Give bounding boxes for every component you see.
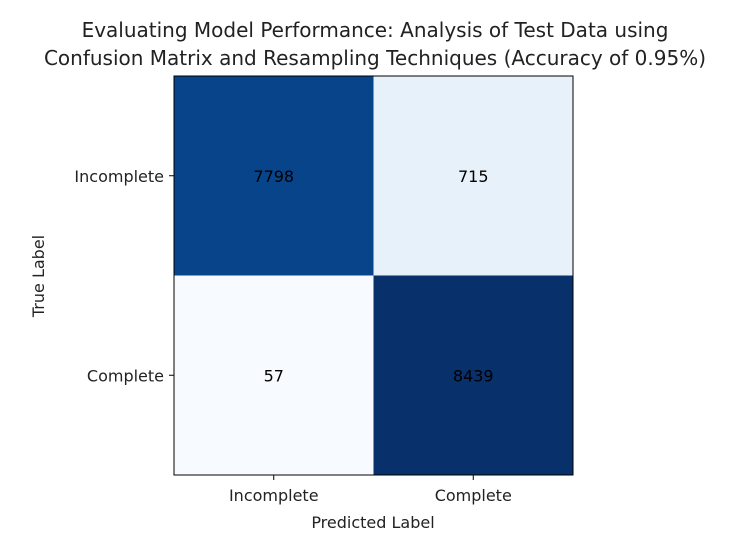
cell-value-label: 57 [264,366,284,385]
cell-value-label: 7798 [253,167,294,186]
plot-frame [173,75,574,476]
cell-value-label: 715 [458,167,489,186]
heatmap-cell [373,275,573,475]
axis-ticks: Incomplete Complete Incomplete Complete [74,167,511,505]
heatmap-cells: 7798 715 57 8439 [174,76,573,475]
heatmap-cell [174,275,374,475]
x-tick-label: Complete [435,486,512,505]
chart-title-line-2: Confusion Matrix and Resampling Techniqu… [44,46,706,70]
chart-title-line-1: Evaluating Model Performance: Analysis o… [82,18,669,42]
y-tick-label: Incomplete [74,167,164,186]
y-tick-label: Complete [87,366,164,385]
cell-value-label: 8439 [453,366,494,385]
y-axis-label: True Label [29,235,48,318]
x-axis-label: Predicted Label [311,513,434,532]
heatmap-cell [174,76,374,276]
heatmap-cell [373,76,573,276]
x-tick-label: Incomplete [229,486,319,505]
